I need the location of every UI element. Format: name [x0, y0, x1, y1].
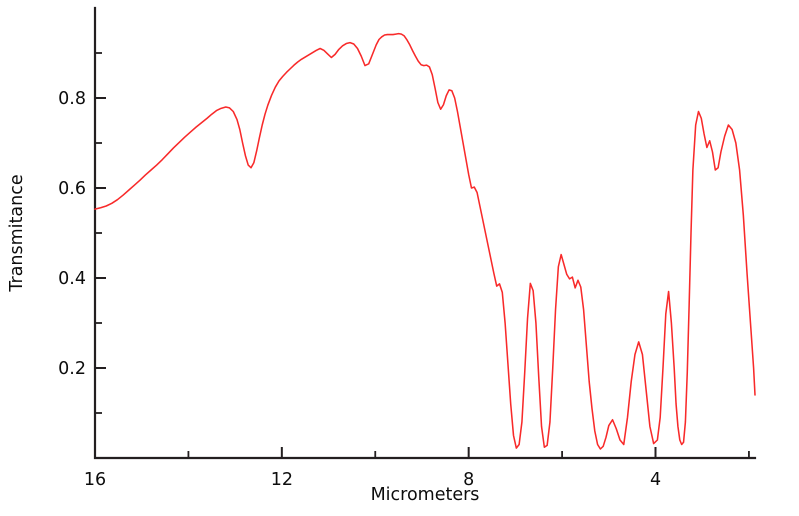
y-tick-label: 0.6 [58, 179, 86, 199]
x-tick-label: 8 [463, 470, 474, 490]
x-axis-label: Micrometers [371, 485, 480, 505]
plot-frame-left-bottom [93, 6, 757, 460]
y-axis-tick-labels: 0.2 0.4 0.6 0.8 [58, 89, 86, 379]
spectrum-series-group [94, 32, 756, 450]
x-tick-label: 16 [84, 470, 106, 490]
y-axis-ticks [95, 52, 106, 414]
x-axis-tick-labels: 16 12 8 4 [84, 470, 661, 490]
x-tick-label: 12 [271, 470, 293, 490]
y-axis-label: Transmitance [7, 174, 27, 292]
y-tick-label: 0.8 [58, 89, 86, 109]
y-tick-label: 0.2 [58, 359, 86, 379]
x-tick-label: 4 [650, 470, 661, 490]
x-axis-ticks [94, 447, 750, 458]
y-tick-label: 0.4 [58, 269, 86, 289]
spectrum-line [94, 32, 756, 450]
